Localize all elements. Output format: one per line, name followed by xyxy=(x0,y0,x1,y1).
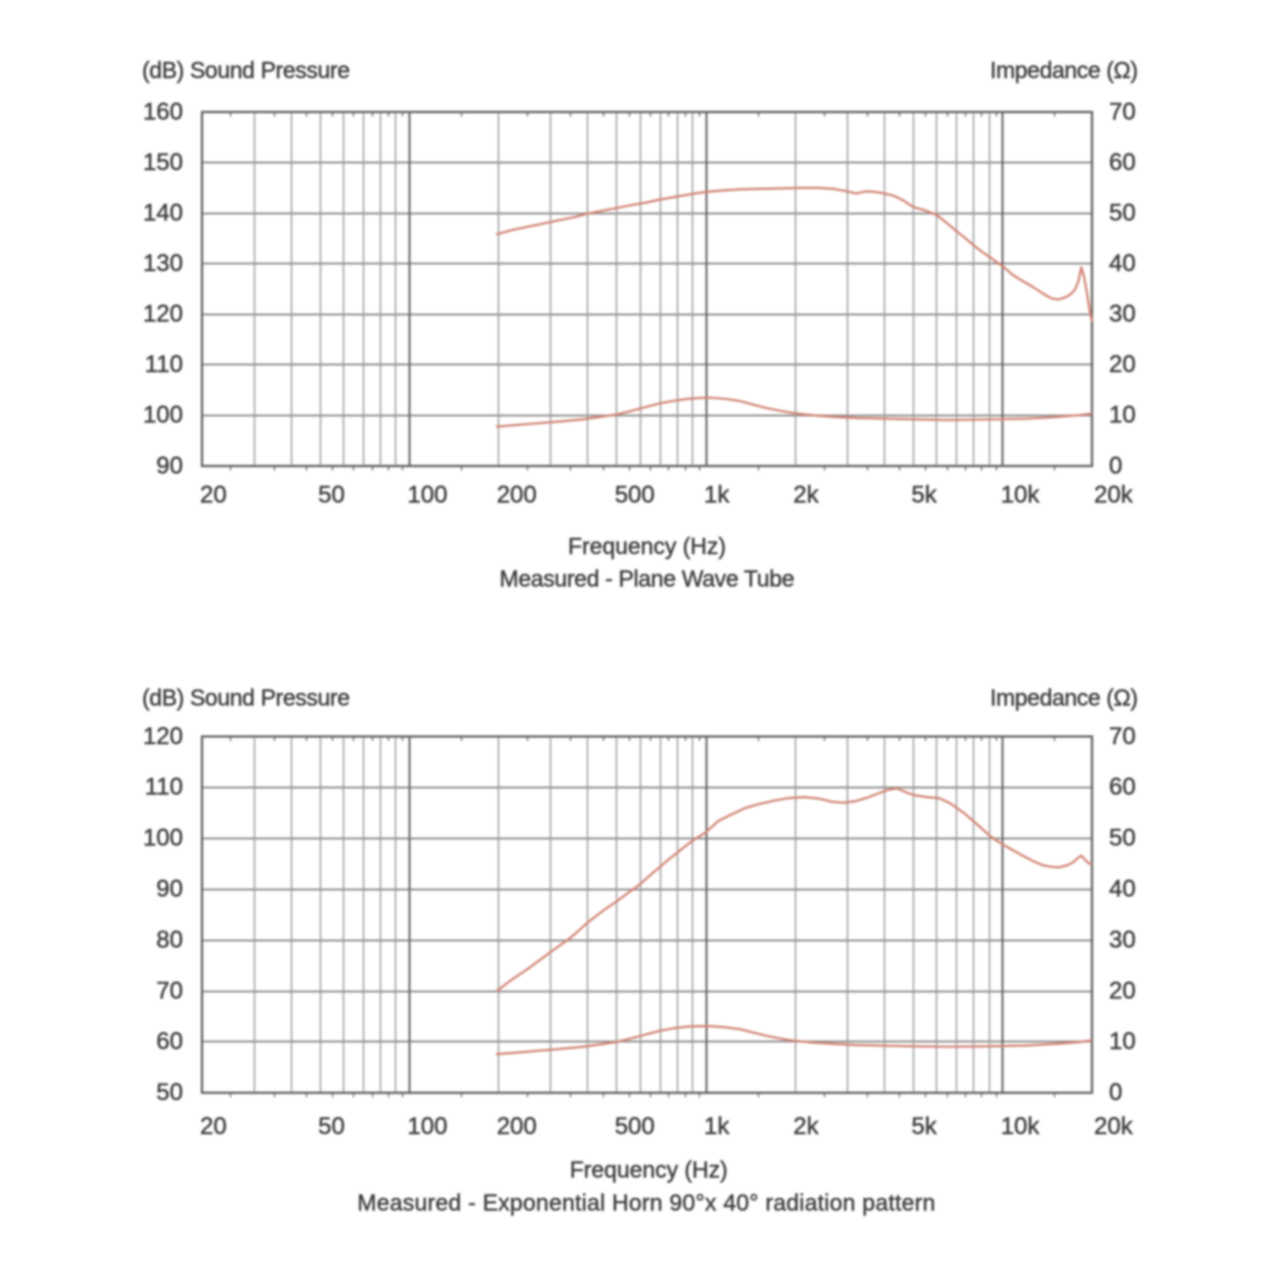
svg-text:20: 20 xyxy=(1109,977,1136,1004)
svg-text:110: 110 xyxy=(145,351,183,378)
svg-text:1k: 1k xyxy=(704,1113,730,1140)
svg-text:130: 130 xyxy=(143,250,183,277)
svg-text:Impedance (Ω): Impedance (Ω) xyxy=(990,57,1138,83)
svg-text:500: 500 xyxy=(615,1113,655,1140)
svg-text:0: 0 xyxy=(1109,1079,1122,1106)
svg-text:70: 70 xyxy=(156,977,183,1004)
svg-text:70: 70 xyxy=(1109,98,1136,125)
svg-text:20: 20 xyxy=(200,1113,227,1140)
svg-text:50: 50 xyxy=(156,1079,183,1106)
svg-text:110: 110 xyxy=(145,774,183,801)
svg-text:5k: 5k xyxy=(911,482,937,509)
svg-text:20k: 20k xyxy=(1094,482,1134,509)
svg-text:60: 60 xyxy=(1109,774,1136,801)
svg-text:100: 100 xyxy=(407,1113,447,1140)
svg-text:60: 60 xyxy=(1109,149,1136,176)
svg-text:10: 10 xyxy=(1109,1028,1136,1055)
svg-text:(dB) Sound Pressure: (dB) Sound Pressure xyxy=(142,685,350,711)
svg-text:(dB) Sound Pressure: (dB) Sound Pressure xyxy=(142,57,350,83)
svg-text:50: 50 xyxy=(1109,199,1136,226)
svg-text:30: 30 xyxy=(1109,301,1136,328)
svg-text:0: 0 xyxy=(1109,452,1122,479)
svg-text:20: 20 xyxy=(200,482,227,509)
svg-text:50: 50 xyxy=(318,482,345,509)
svg-text:90: 90 xyxy=(156,876,183,903)
svg-text:40: 40 xyxy=(1109,876,1136,903)
svg-text:120: 120 xyxy=(143,723,183,750)
svg-text:60: 60 xyxy=(156,1028,183,1055)
svg-text:1k: 1k xyxy=(704,482,730,509)
svg-text:140: 140 xyxy=(143,199,183,226)
svg-text:100: 100 xyxy=(143,825,183,852)
svg-text:50: 50 xyxy=(318,1113,345,1140)
svg-text:20: 20 xyxy=(1109,351,1136,378)
svg-text:Impedance (Ω): Impedance (Ω) xyxy=(990,685,1138,711)
svg-text:90: 90 xyxy=(156,452,183,479)
svg-text:200: 200 xyxy=(497,482,537,509)
svg-text:160: 160 xyxy=(143,98,183,125)
svg-text:70: 70 xyxy=(1109,723,1136,750)
svg-text:Measured - Plane Wave Tube: Measured - Plane Wave Tube xyxy=(500,566,795,592)
svg-text:500: 500 xyxy=(615,482,655,509)
svg-text:50: 50 xyxy=(1109,825,1136,852)
svg-text:10: 10 xyxy=(1109,402,1136,429)
svg-text:5k: 5k xyxy=(911,1113,937,1140)
svg-text:2k: 2k xyxy=(793,482,819,509)
svg-text:100: 100 xyxy=(407,482,447,509)
svg-text:120: 120 xyxy=(143,301,183,328)
svg-text:2k: 2k xyxy=(793,1113,819,1140)
svg-text:10k: 10k xyxy=(1001,1113,1041,1140)
svg-text:Frequency (Hz): Frequency (Hz) xyxy=(568,533,726,559)
svg-text:200: 200 xyxy=(497,1113,537,1140)
svg-text:80: 80 xyxy=(156,926,183,953)
svg-text:100: 100 xyxy=(143,402,183,429)
svg-text:10k: 10k xyxy=(1001,482,1041,509)
svg-text:30: 30 xyxy=(1109,926,1136,953)
svg-text:Measured - Exponential Horn 90: Measured - Exponential Horn 90°x 40° rad… xyxy=(357,1190,935,1216)
svg-text:150: 150 xyxy=(143,149,183,176)
svg-text:Frequency (Hz): Frequency (Hz) xyxy=(570,1157,728,1183)
svg-text:40: 40 xyxy=(1109,250,1136,277)
svg-text:20k: 20k xyxy=(1094,1113,1134,1140)
